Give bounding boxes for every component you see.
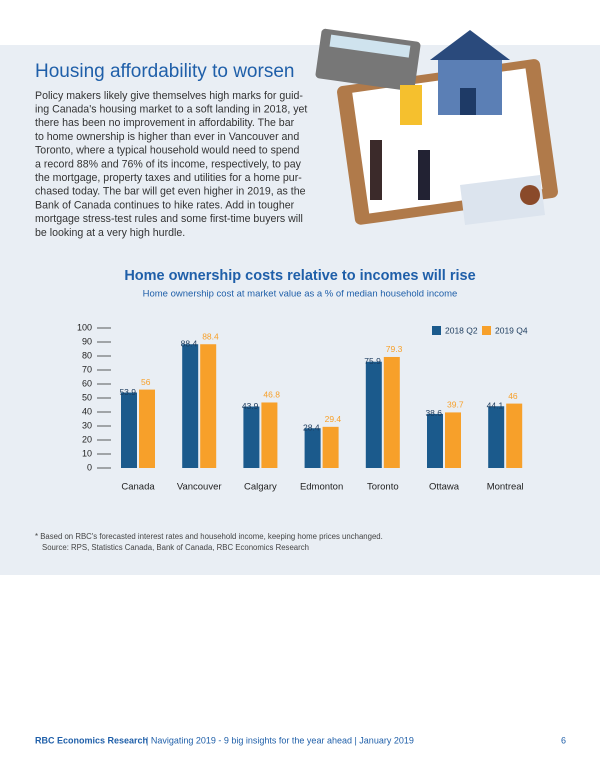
y-tick-label: 70	[82, 364, 92, 374]
value-label: 44.1	[487, 401, 504, 411]
legend-swatch	[432, 326, 441, 335]
bar	[506, 403, 523, 468]
x-tick-label: Toronto	[367, 482, 399, 493]
y-tick-label: 30	[82, 420, 92, 430]
paragraph-line: mortgage stress-test rules and some firs…	[35, 213, 303, 225]
value-label: 88.4	[202, 331, 219, 341]
value-label: 38.6	[425, 408, 442, 418]
y-tick-label: 40	[82, 406, 92, 416]
paragraph-line: Toronto, where a typical household would…	[35, 145, 300, 157]
legend-swatch	[482, 326, 491, 335]
value-label: 46	[508, 391, 518, 401]
paragraph-line: there has been no improvement in afforda…	[35, 117, 295, 129]
chart: 0 10 20 30 40 50 60 70 80 90 100 Canada 53.9 56 Vancou…	[77, 322, 528, 492]
value-label: 88.4	[181, 338, 198, 348]
heading: Housing affordability to worsen	[35, 61, 294, 82]
paragraph-line: ing Canada's housing market to a soft la…	[35, 103, 307, 115]
x-tick-label: Vancouver	[177, 482, 222, 493]
value-label: 29.4	[325, 414, 342, 424]
paragraph-line: be looking at a very high hurdle.	[35, 227, 185, 239]
paragraph-line: a record 88% and 76% of its income, resp…	[35, 158, 302, 170]
value-label: 53.9	[119, 387, 136, 397]
value-label: 39.7	[447, 400, 464, 410]
paragraph-line: chased today. The bar will get even high…	[35, 186, 306, 198]
bar	[445, 412, 461, 468]
bar	[200, 344, 217, 468]
value-label: 43.9	[242, 401, 259, 411]
legend-label: 2019 Q4	[495, 325, 528, 335]
value-label: 75.9	[364, 356, 381, 366]
value-label: 79.3	[386, 344, 403, 354]
bar	[243, 406, 260, 468]
footnote: * Based on RBC's forecasted interest rat…	[35, 532, 383, 541]
bar	[261, 402, 278, 468]
illustration	[315, 28, 558, 225]
y-tick-label: 60	[82, 378, 92, 388]
x-tick-label: Montreal	[487, 482, 524, 493]
bar	[322, 426, 339, 468]
paragraph: Policy makers likely give themselves hig…	[35, 90, 307, 239]
source: Source: RPS, Statistics Canada, Bank of …	[42, 543, 309, 552]
x-tick-label: Canada	[121, 482, 155, 493]
x-tick-label: Edmonton	[300, 482, 343, 493]
y-tick-label: 0	[87, 462, 92, 472]
x-tick-label: Ottawa	[429, 482, 460, 493]
y-tick-label: 90	[82, 336, 92, 346]
y-tick-label: 80	[82, 350, 92, 360]
y-tick-label: 100	[77, 322, 92, 332]
value-label: 46.8	[263, 390, 280, 400]
bar	[383, 356, 400, 468]
bar	[427, 413, 443, 468]
bar	[139, 389, 155, 468]
value-label: 28.4	[303, 422, 320, 432]
bar	[182, 344, 199, 468]
bar	[121, 392, 137, 468]
bar	[488, 406, 505, 468]
paragraph-line: to home ownership is higher than ever in…	[35, 131, 299, 143]
bar	[304, 428, 321, 468]
bar	[365, 361, 382, 468]
chart-title: Home ownership costs relative to incomes…	[124, 268, 475, 284]
footer-text: | Navigating 2019 - 9 big insights for t…	[146, 735, 414, 745]
value-label: 56	[141, 377, 151, 387]
paragraph-line: Policy makers likely give themselves hig…	[35, 90, 303, 102]
paragraph-line: Bank of Canada continues to hike rates. …	[35, 199, 295, 211]
footer-org: RBC Economics Research	[35, 735, 148, 745]
y-tick-label: 50	[82, 392, 92, 402]
paragraph-line: the mortgage, property taxes and utiliti…	[35, 172, 302, 184]
x-tick-label: Calgary	[244, 482, 277, 493]
y-tick-label: 20	[82, 434, 92, 444]
y-tick-label: 10	[82, 448, 92, 458]
chart-subtitle: Home ownership cost at market value as a…	[143, 289, 458, 300]
legend-label: 2018 Q2	[445, 325, 478, 335]
page-number: 6	[561, 735, 566, 745]
